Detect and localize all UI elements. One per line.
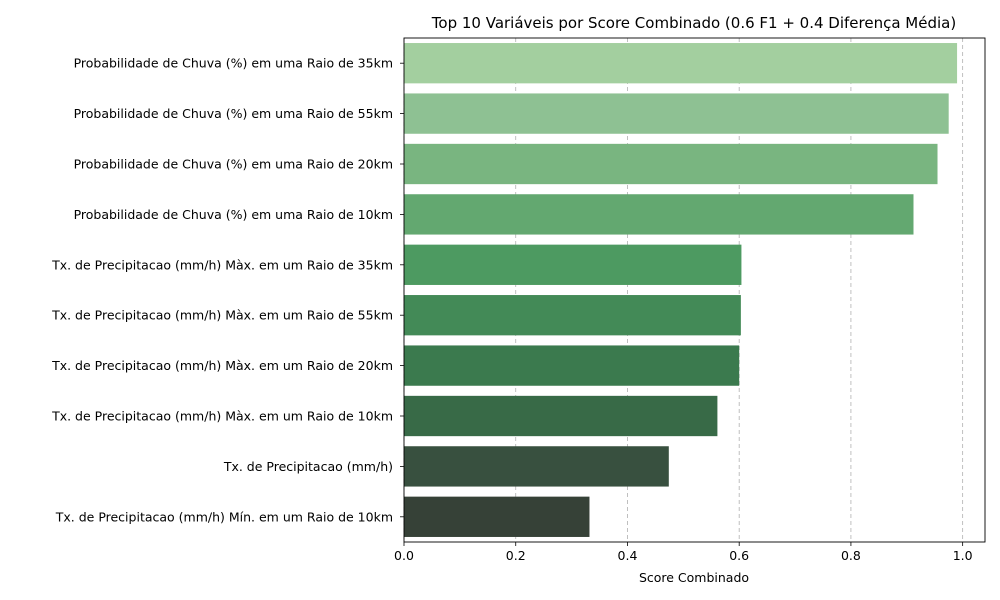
y-tick-label: Probabilidade de Chuva (%) em uma Raio d… (74, 207, 393, 222)
bar (404, 345, 740, 386)
x-tick-label: 1.0 (953, 548, 973, 563)
x-tick-label: 0.8 (841, 548, 861, 563)
y-tick-label: Probabilidade de Chuva (%) em uma Raio d… (74, 106, 393, 121)
bar (404, 295, 741, 336)
bar (404, 43, 958, 84)
x-tick-label: 0.2 (506, 548, 526, 563)
y-tick-label: Tx. de Precipitacao (mm/h) Màx. em um Ra… (51, 358, 393, 373)
y-tick-label: Tx. de Precipitacao (mm/h) (223, 459, 393, 474)
bar (404, 244, 742, 285)
bar (404, 496, 590, 537)
x-tick-label: 0.0 (394, 548, 414, 563)
x-tick-label: 0.4 (618, 548, 638, 563)
bar (404, 446, 669, 487)
bar (404, 395, 718, 437)
y-tick-label: Probabilidade de Chuva (%) em uma Raio d… (74, 56, 393, 71)
x-axis-label: Score Combinado (639, 570, 749, 585)
y-tick-label: Tx. de Precipitacao (mm/h) Màx. em um Ra… (51, 308, 393, 323)
y-tick-label: Tx. de Precipitacao (mm/h) Màx. em um Ra… (51, 409, 393, 424)
bars (404, 43, 958, 537)
chart-title: Top 10 Variáveis por Score Combinado (0.… (431, 14, 956, 32)
bar (404, 194, 914, 235)
x-tick-label: 0.6 (729, 548, 749, 563)
axes: Probabilidade de Chuva (%) em uma Raio d… (51, 37, 986, 563)
y-tick-label: Tx. de Precipitacao (mm/h) Màx. em um Ra… (51, 257, 393, 272)
plot-frame (403, 37, 986, 543)
bar (404, 93, 949, 134)
y-tick-label: Tx. de Precipitacao (mm/h) Mín. em um Ra… (55, 509, 393, 524)
bar (404, 143, 938, 185)
y-tick-label: Probabilidade de Chuva (%) em uma Raio d… (74, 157, 393, 172)
